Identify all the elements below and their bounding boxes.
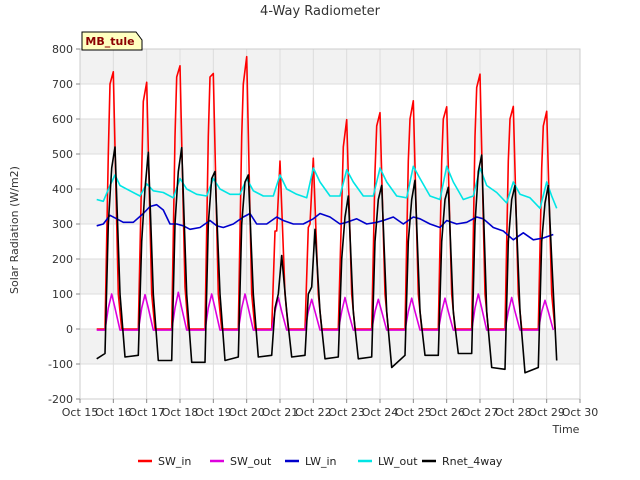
x-tick-label: Oct 17: [128, 406, 165, 419]
background-band: [80, 364, 580, 399]
x-tick-label: Oct 25: [395, 406, 432, 419]
series-line-lw-out: [96, 165, 558, 210]
site-badge: MB_tule: [81, 31, 143, 51]
x-tick-label: Oct 26: [428, 406, 465, 419]
legend-label-sw-in: SW_in: [158, 455, 191, 468]
legend-label-sw-out: SW_out: [230, 455, 272, 468]
y-tick-label: 0: [66, 323, 73, 336]
background-band: [80, 189, 580, 224]
x-tick-label: Oct 28: [495, 406, 532, 419]
y-tick-label: 200: [52, 253, 73, 266]
x-tick-label: Oct 22: [295, 406, 332, 419]
x-tick-label: Oct 24: [362, 406, 399, 419]
x-tick-label: Oct 21: [262, 406, 299, 419]
series-line-rnet-4way: [96, 146, 558, 374]
background-bands: [80, 49, 580, 399]
x-tick-label: Oct 30: [562, 406, 599, 419]
background-band: [80, 294, 580, 329]
y-tick-label: 100: [52, 288, 73, 301]
x-tick-label: Oct 18: [162, 406, 199, 419]
y-tick-label: -100: [48, 358, 73, 371]
y-axis: -200 -100 0 100 200 300 400 500 600 700 800: [48, 43, 80, 406]
background-band: [80, 259, 580, 294]
legend: SW_in SW_out LW_in LW_out Rnet_4way: [138, 455, 503, 468]
legend-label-lw-in: LW_in: [305, 455, 337, 468]
site-badge-box: [81, 31, 143, 51]
y-tick-label: 300: [52, 218, 73, 231]
x-tick-label: Oct 29: [528, 406, 565, 419]
series-line-sw-out: [96, 291, 555, 331]
x-tick-label: Oct 27: [462, 406, 499, 419]
series-layer: [96, 55, 558, 374]
y-axis-title: Solar Radiation (W/m2): [8, 166, 21, 294]
legend-label-rnet-4way: Rnet_4way: [442, 455, 503, 468]
background-band: [80, 84, 580, 119]
y-tick-label: 400: [52, 183, 73, 196]
x-tick-label: Oct 23: [328, 406, 365, 419]
y-tick-label: 500: [52, 148, 73, 161]
x-axis-title: Time: [552, 423, 580, 436]
y-tick-label: 700: [52, 78, 73, 91]
background-band: [80, 224, 580, 259]
legend-label-lw-out: LW_out: [378, 455, 418, 468]
x-tick-label: Oct 19: [195, 406, 232, 419]
background-band: [80, 154, 580, 189]
y-tick-label: 600: [52, 113, 73, 126]
background-band: [80, 119, 580, 154]
site-badge-label: MB_tule: [85, 35, 134, 48]
chart-title: 4-Way Radiometer: [260, 4, 381, 19]
y-tick-label: -200: [48, 393, 73, 406]
y-tick-label: 800: [52, 43, 73, 56]
x-tick-label: Oct 16: [95, 406, 132, 419]
background-band: [80, 49, 580, 84]
series-line-lw-in: [96, 203, 554, 241]
x-tick-label: Oct 15: [62, 406, 99, 419]
x-tick-label: Oct 20: [228, 406, 265, 419]
